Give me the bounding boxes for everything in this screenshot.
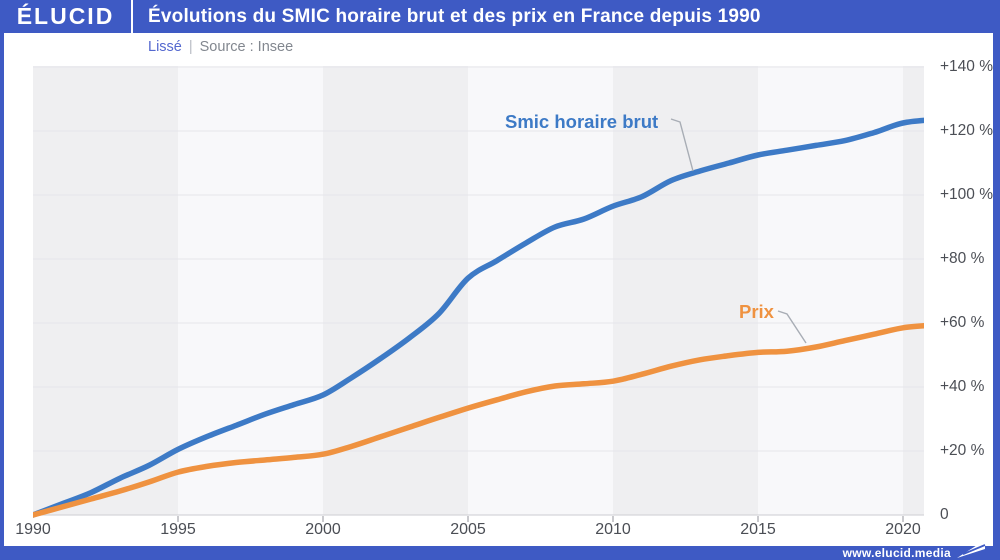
footer-bar: www.elucid.media <box>0 540 1000 560</box>
leader-smic <box>670 118 694 172</box>
x-tick-label: 2000 <box>305 521 341 538</box>
x-tick-label: 2015 <box>740 521 776 538</box>
band <box>323 66 468 515</box>
y-tick-label: +120 % <box>940 122 994 139</box>
elucid-logo: ÉLUCID <box>16 3 115 29</box>
x-tick-label: 2005 <box>450 521 486 538</box>
band <box>468 66 613 515</box>
y-tick-label: +20 % <box>940 442 985 459</box>
series-line-prix <box>33 323 924 518</box>
y-tick-label: +100 % <box>940 186 994 203</box>
x-tick-label: 2010 <box>595 521 631 538</box>
band <box>613 66 758 515</box>
y-tick-label: +60 % <box>940 314 985 331</box>
left-border <box>0 33 4 560</box>
subheader-separator: | <box>188 39 193 55</box>
y-tick-label: +80 % <box>940 250 985 267</box>
series-line-smic <box>33 117 924 518</box>
leader-prix <box>777 310 807 344</box>
x-tick-label: 2020 <box>885 521 921 538</box>
source-label: Source : Insee <box>199 39 294 55</box>
flag-icon <box>957 540 986 558</box>
y-tick-label: 0 <box>940 506 949 523</box>
plot-svg <box>33 66 924 522</box>
band <box>33 66 178 515</box>
y-tick-label: +40 % <box>940 378 985 395</box>
smoothing-label: Lissé <box>148 39 182 55</box>
x-tick-label: 1995 <box>160 521 196 538</box>
header-bar: ÉLUCID Évolutions du SMIC horaire brut e… <box>0 0 1000 33</box>
x-tick-label: 1990 <box>15 521 51 538</box>
band <box>758 66 903 515</box>
series-label-prix: Prix <box>739 301 774 322</box>
header-divider <box>131 0 133 33</box>
right-border <box>993 33 1000 560</box>
band <box>178 66 323 515</box>
chart-title: Évolutions du SMIC horaire brut et des p… <box>148 5 761 27</box>
subheader: Lissé | Source : Insee <box>148 39 293 55</box>
website-url: www.elucid.media <box>842 546 951 560</box>
series-label-smic: Smic horaire brut <box>505 111 659 132</box>
band <box>903 66 924 515</box>
y-tick-label: +140 % <box>940 58 994 75</box>
